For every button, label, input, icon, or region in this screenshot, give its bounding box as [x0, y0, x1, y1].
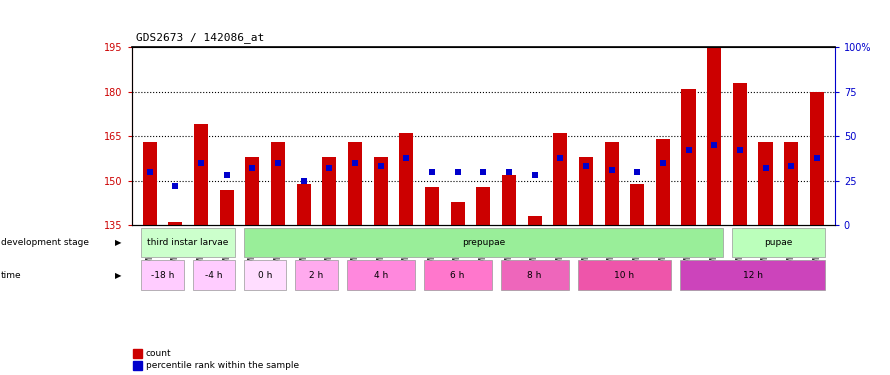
Text: percentile rank within the sample: percentile rank within the sample	[146, 361, 299, 370]
Point	[400, 154, 414, 160]
Text: 2 h: 2 h	[310, 271, 324, 280]
Bar	[476, 187, 490, 225]
Bar	[192, 261, 235, 290]
Point	[528, 172, 542, 178]
Point	[758, 165, 773, 171]
Bar	[244, 228, 723, 257]
Text: 6 h: 6 h	[450, 271, 465, 280]
Text: count: count	[146, 349, 172, 358]
Text: third instar larvae: third instar larvae	[148, 238, 229, 247]
Bar	[134, 361, 142, 370]
Bar	[732, 228, 825, 257]
Bar	[271, 142, 285, 225]
Text: ▶: ▶	[115, 271, 121, 280]
Bar	[348, 142, 362, 225]
Bar	[220, 190, 234, 225]
Bar	[554, 133, 567, 225]
Point	[322, 165, 336, 171]
Bar	[168, 222, 182, 225]
Bar	[142, 228, 235, 257]
Point	[246, 165, 260, 171]
Point	[142, 169, 157, 175]
Point	[374, 164, 388, 170]
Text: 10 h: 10 h	[614, 271, 635, 280]
Point	[220, 172, 234, 178]
Point	[630, 169, 644, 175]
Text: GDS2673 / 142086_at: GDS2673 / 142086_at	[136, 32, 264, 43]
Bar	[502, 175, 516, 225]
Bar	[784, 142, 798, 225]
Text: -18 h: -18 h	[150, 271, 174, 280]
Point	[348, 160, 362, 166]
Point	[682, 147, 696, 153]
Bar	[708, 47, 721, 225]
Point	[168, 183, 182, 189]
Text: -4 h: -4 h	[205, 271, 222, 280]
Bar	[296, 184, 311, 225]
Point	[502, 169, 516, 175]
Bar	[450, 202, 465, 225]
Bar	[322, 157, 336, 225]
Bar	[656, 139, 670, 225]
Text: time: time	[1, 271, 21, 280]
Point	[450, 169, 465, 175]
Point	[656, 160, 670, 166]
Bar	[732, 82, 747, 225]
Point	[732, 147, 747, 153]
Text: 4 h: 4 h	[374, 271, 388, 280]
Text: development stage: development stage	[1, 238, 89, 247]
Bar	[142, 261, 183, 290]
Point	[578, 164, 593, 170]
Point	[553, 154, 567, 160]
Bar	[810, 92, 824, 225]
Bar	[346, 261, 415, 290]
Point	[707, 142, 721, 148]
Bar	[246, 157, 259, 225]
Bar	[400, 133, 413, 225]
Bar	[630, 184, 644, 225]
Text: pupae: pupae	[765, 238, 793, 247]
Point	[476, 169, 490, 175]
Bar	[682, 88, 696, 225]
Bar	[424, 261, 491, 290]
Point	[604, 167, 619, 173]
Bar	[142, 142, 157, 225]
Point	[425, 169, 439, 175]
Bar	[604, 142, 619, 225]
Bar	[528, 216, 542, 225]
Point	[784, 164, 798, 170]
Text: prepupae: prepupae	[462, 238, 505, 247]
Point	[271, 160, 285, 166]
Bar	[680, 261, 825, 290]
Point	[194, 160, 208, 166]
Bar	[244, 261, 287, 290]
Text: 8 h: 8 h	[528, 271, 542, 280]
Bar	[194, 124, 208, 225]
Text: 0 h: 0 h	[258, 271, 272, 280]
Bar	[134, 349, 142, 358]
Bar	[295, 261, 337, 290]
Bar	[500, 261, 569, 290]
Bar	[578, 261, 671, 290]
Text: 12 h: 12 h	[743, 271, 763, 280]
Text: ▶: ▶	[115, 238, 121, 247]
Bar	[374, 157, 388, 225]
Bar	[758, 142, 773, 225]
Bar	[578, 157, 593, 225]
Bar	[425, 187, 439, 225]
Point	[296, 178, 311, 184]
Point	[810, 154, 824, 160]
